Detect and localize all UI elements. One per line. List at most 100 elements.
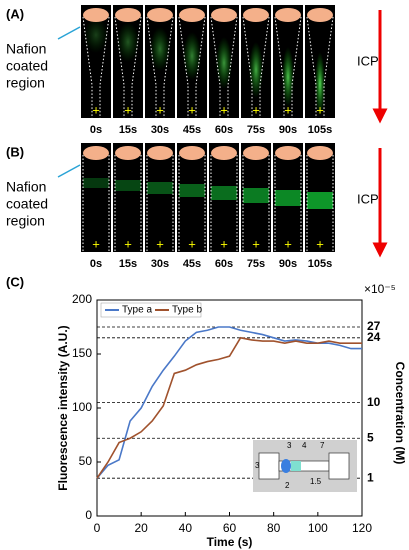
reservoir [211, 8, 237, 22]
inset-label: 3 [255, 461, 260, 470]
fluorescence [307, 192, 333, 209]
fluorescence [282, 47, 294, 107]
reference-label: 5 [367, 430, 374, 444]
channel-outline [210, 155, 238, 252]
channel-outline [242, 155, 270, 252]
time-label: 90s [279, 124, 297, 136]
reservoir [147, 8, 173, 22]
y-tick-label: 150 [72, 346, 92, 360]
annotation: region [6, 75, 45, 91]
image [177, 143, 207, 252]
arrow-label: ICP [357, 53, 379, 68]
plus-sign: + [220, 236, 228, 251]
reference-label: 1 [367, 470, 374, 484]
inset: 3 3 4 7 2 1.5 [253, 440, 357, 492]
time-label: 105s [308, 124, 332, 136]
fluorescence [83, 178, 109, 188]
y-tick-label: 200 [72, 292, 92, 306]
legend-label: Type a [122, 305, 152, 316]
plus-sign: + [316, 236, 324, 251]
channel-outline [274, 155, 302, 252]
y-axis-label: Fluorescence intensity (A.U.) [56, 325, 70, 490]
reference-label: 27 [367, 319, 381, 333]
plus-sign: + [252, 236, 260, 251]
x-tick-label: 60 [223, 521, 237, 535]
pointer [57, 26, 81, 40]
x-axis-label: Time (s) [207, 535, 253, 549]
inset-label: 7 [320, 441, 325, 450]
channel-outline [82, 155, 110, 252]
fluorescence [117, 22, 139, 62]
x-tick-label: 100 [308, 521, 328, 535]
fluorescence [147, 182, 173, 194]
time-label: 15s [119, 258, 137, 270]
reservoir [83, 8, 109, 22]
plus-sign: + [188, 236, 196, 251]
time-label: 90s [279, 258, 297, 270]
fluorescence [211, 186, 237, 200]
fluorescence [115, 180, 141, 191]
fluorescence [249, 42, 263, 98]
annotation: region [6, 213, 45, 229]
image [81, 143, 111, 252]
annotation: Nafion [6, 41, 46, 57]
fluorescence [183, 32, 201, 80]
fluorescence [243, 188, 269, 203]
y-tick-label: 50 [79, 454, 93, 468]
fluorescence [150, 27, 170, 71]
plus-sign: + [316, 102, 324, 117]
x-tick-label: 40 [179, 521, 193, 535]
image [145, 143, 175, 252]
reference-label: 10 [367, 395, 381, 409]
inset-label: 3 [287, 441, 292, 450]
plus-sign: + [252, 102, 260, 117]
plus-sign: + [284, 236, 292, 251]
channel-outline [306, 155, 334, 252]
fluorescence [275, 190, 301, 206]
time-label: 30s [151, 258, 169, 270]
fluorescence [315, 52, 325, 116]
time-label: 0s [90, 258, 102, 270]
image [113, 143, 143, 252]
plus-sign: + [156, 102, 164, 117]
fluorescence [84, 17, 108, 53]
time-label: 0s [90, 124, 102, 136]
plus-sign: + [124, 102, 132, 117]
annotation: Nafion [6, 179, 46, 195]
reservoir [115, 8, 141, 22]
inset-label: 1.5 [310, 477, 322, 486]
fluorescence [216, 37, 232, 89]
reference-label: 24 [367, 330, 381, 344]
time-label: 60s [215, 258, 233, 270]
channel-outline [178, 155, 206, 252]
y-tick-label: 0 [85, 508, 92, 522]
series-line [96, 336, 362, 479]
time-label: 45s [183, 124, 201, 136]
legend-box [100, 302, 202, 318]
fluorescence [179, 184, 205, 197]
reservoir [115, 146, 141, 160]
legend-label: Type b [172, 305, 202, 316]
plus-sign: + [156, 236, 164, 251]
time-label: 75s [247, 258, 265, 270]
plus-sign: + [92, 236, 100, 251]
reservoir [147, 146, 173, 160]
pointer [57, 164, 81, 178]
y-tick-label: 100 [72, 400, 92, 414]
time-label: 75s [247, 124, 265, 136]
plus-sign: + [92, 102, 100, 117]
x-tick-label: 120 [352, 521, 372, 535]
reservoir [211, 146, 237, 160]
annotation: coated [6, 58, 48, 74]
channel-outline [114, 155, 142, 252]
plus-sign: + [188, 102, 196, 117]
arrow-label: ICP [357, 191, 379, 206]
reservoir [275, 146, 301, 160]
annotation: coated [6, 196, 48, 212]
time-label: 60s [215, 124, 233, 136]
y2-scale: ×10⁻⁵ [364, 282, 396, 296]
time-label: 15s [119, 124, 137, 136]
y2-axis-label: Concentration (M) [393, 362, 407, 465]
plus-sign: + [124, 236, 132, 251]
